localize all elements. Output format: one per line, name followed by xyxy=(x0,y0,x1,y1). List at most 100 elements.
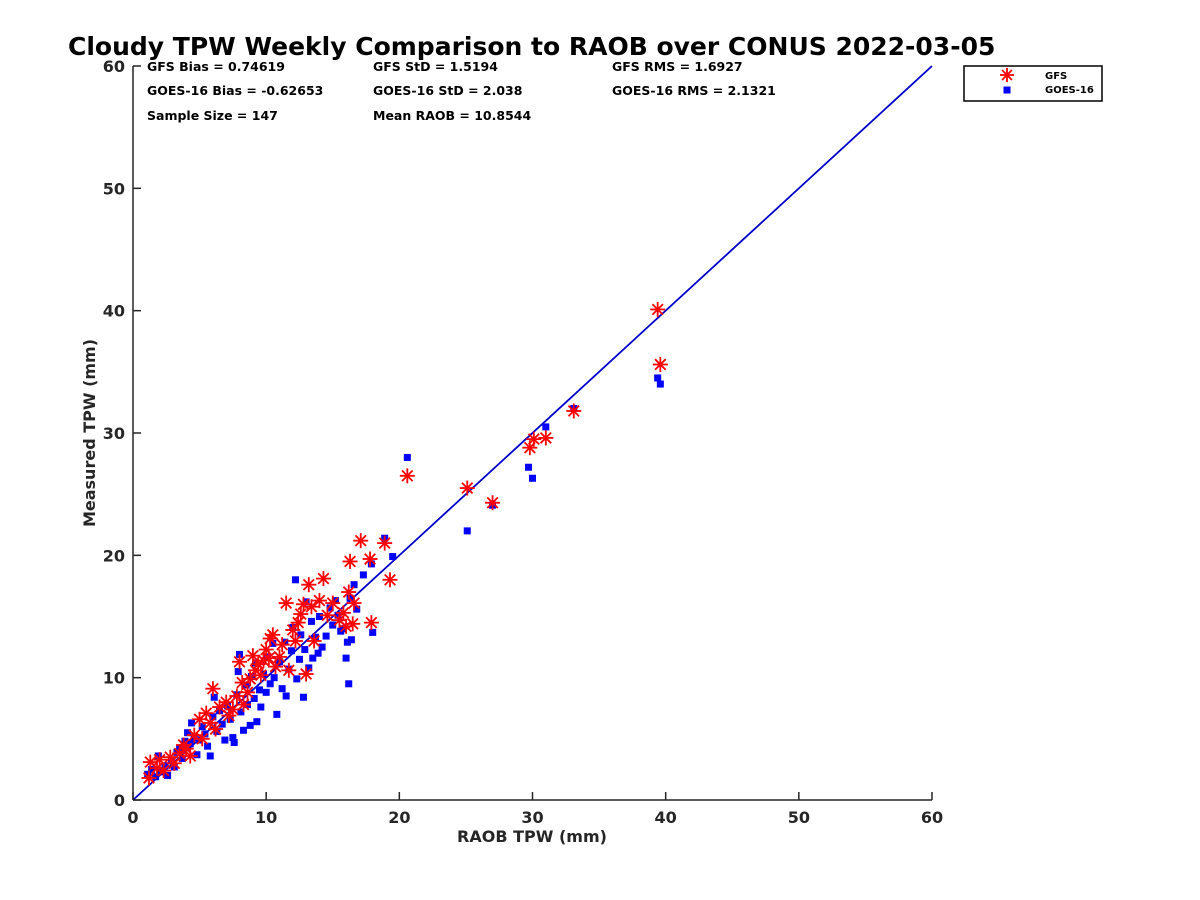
legend-gfs-asterisk xyxy=(1000,68,1014,82)
goes-16-point xyxy=(343,638,351,646)
gfs-point xyxy=(459,480,475,496)
goes-16-point xyxy=(278,685,286,693)
gfs-point xyxy=(538,430,554,446)
x-tick-label: 60 xyxy=(921,808,943,827)
stat-goes-std: GOES-16 StD = 2.038 xyxy=(373,83,522,98)
goes-16-point xyxy=(188,719,196,727)
gfs-point xyxy=(306,633,322,649)
gfs-point xyxy=(346,595,362,611)
gfs-point xyxy=(261,650,277,666)
goes-16-point xyxy=(334,611,342,619)
x-tick-label: 10 xyxy=(255,808,277,827)
x-axis-label: RAOB TPW (mm) xyxy=(457,827,607,846)
gfs-point xyxy=(526,431,542,447)
goes-16-point xyxy=(237,708,245,716)
gfs-point xyxy=(194,731,210,747)
goes-16-point xyxy=(257,703,265,711)
x-tick-label: 50 xyxy=(788,808,810,827)
goes-16-point xyxy=(221,736,229,744)
legend-goes-square xyxy=(1003,86,1011,94)
y-tick-label: 60 xyxy=(103,57,125,76)
goes-16-point xyxy=(260,670,268,678)
goes-16-point xyxy=(226,715,234,723)
gfs-point xyxy=(345,616,361,632)
y-tick-label: 30 xyxy=(103,424,125,443)
gfs-point xyxy=(229,688,245,704)
gfs-point xyxy=(342,553,358,569)
y-tick-label: 40 xyxy=(103,302,125,321)
gfs-point xyxy=(287,633,303,649)
y-axis-label: Measured TPW (mm) xyxy=(80,339,99,527)
gfs-point xyxy=(315,571,331,587)
gfs-point xyxy=(363,615,379,631)
gfs-point xyxy=(301,577,317,593)
goes-16-point xyxy=(314,649,322,657)
x-tick-label: 40 xyxy=(655,808,677,827)
y-tick-label: 0 xyxy=(114,791,125,810)
goes-16-point xyxy=(287,647,295,655)
x-tick-label: 0 xyxy=(127,808,138,827)
gfs-point xyxy=(295,596,311,612)
goes-16-point xyxy=(322,632,330,640)
data-points xyxy=(141,301,668,786)
goes-16-point xyxy=(250,694,258,702)
stat-mean-raob: Mean RAOB = 10.8544 xyxy=(373,108,531,123)
gfs-point xyxy=(274,637,290,653)
goes-16-point xyxy=(240,726,248,734)
goes-16-point xyxy=(230,739,238,747)
goes-16-point xyxy=(347,636,355,644)
goes-16-point xyxy=(210,693,218,701)
gfs-point xyxy=(303,599,319,615)
goes-16-point xyxy=(656,380,664,388)
one-to-one-line xyxy=(132,65,933,801)
gfs-point xyxy=(293,606,309,622)
goes-16-point xyxy=(262,688,270,696)
goes-16-point xyxy=(253,718,261,726)
gfs-point xyxy=(353,533,369,549)
legend-goes-label: GOES-16 xyxy=(1045,85,1094,96)
gfs-point xyxy=(362,551,378,567)
legend: GFS GOES-16 xyxy=(963,65,1103,102)
goes-16-point xyxy=(161,762,169,770)
goes-16-point xyxy=(218,720,226,728)
goes-16-point xyxy=(242,681,250,689)
series-gfs xyxy=(141,301,668,786)
gfs-point xyxy=(208,721,224,737)
legend-gfs-marker xyxy=(1000,68,1014,82)
gfs-point xyxy=(311,593,327,609)
gfs-point xyxy=(182,748,198,764)
goes-16-point xyxy=(270,674,278,682)
goes-16-point xyxy=(329,621,337,629)
gfs-point xyxy=(325,595,341,611)
goes-16-point xyxy=(234,668,242,676)
goes-16-point xyxy=(148,765,156,773)
goes-16-point xyxy=(181,737,189,745)
goes-16-point xyxy=(326,604,334,612)
goes-16-point xyxy=(229,734,237,742)
series-goes-16 xyxy=(144,374,664,781)
y-tick-label: 10 xyxy=(103,669,125,688)
chart-title: Cloudy TPW Weekly Comparison to RAOB ove… xyxy=(68,32,995,61)
goes-16-point xyxy=(299,693,307,701)
goes-16-point xyxy=(206,752,214,760)
stat-sample-size: Sample Size = 147 xyxy=(147,108,278,123)
gfs-point xyxy=(650,301,666,317)
x-tick-label: 20 xyxy=(388,808,410,827)
goes-16-point xyxy=(144,770,152,778)
gfs-point xyxy=(298,666,314,682)
stat-gfs-std: GFS StD = 1.5194 xyxy=(373,59,498,74)
goes-16-point xyxy=(654,374,662,382)
gfs-point xyxy=(205,681,221,697)
goes-16-point xyxy=(152,773,160,781)
legend-goes-marker xyxy=(1003,86,1011,94)
gfs-point xyxy=(281,662,297,678)
gfs-point xyxy=(319,607,335,623)
gfs-point xyxy=(338,618,354,634)
goes-16-point xyxy=(173,748,181,756)
gfs-point xyxy=(232,654,248,670)
goes-16-point xyxy=(193,751,201,759)
x-axis-ticks: 0 10 20 30 40 50 60 xyxy=(127,792,943,827)
stat-gfs-rms: GFS RMS = 1.6927 xyxy=(612,59,743,74)
stat-goes-rms: GOES-16 RMS = 2.1321 xyxy=(612,83,776,98)
